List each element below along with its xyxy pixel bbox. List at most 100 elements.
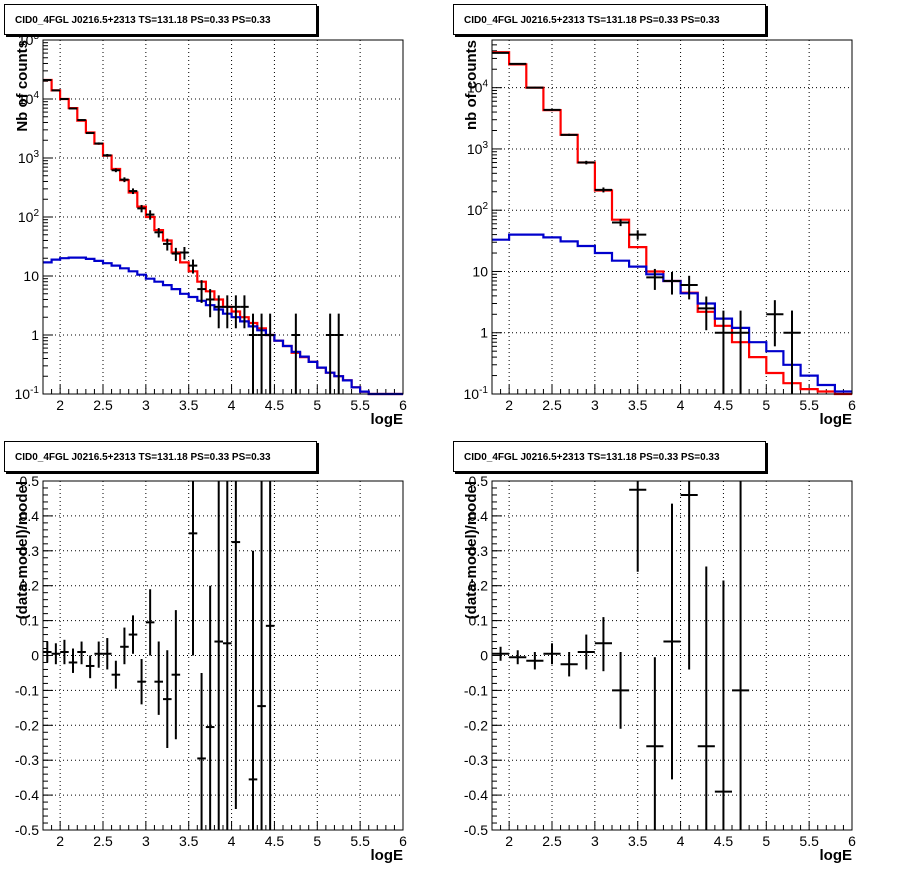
data-point [714,580,732,830]
data-point [43,78,52,81]
data-point [325,313,335,394]
data-point [291,313,301,394]
x-tick-label: 2.5 [542,833,562,849]
y-tick-label: 0 [480,648,488,664]
chart-title-top-right: CID0_4FGL J0216.5+2313 TS=131.18 PS=0.33… [453,4,766,35]
data-point [526,86,544,89]
data-point [188,259,198,274]
y-axis-label: (data-model)/model [14,481,31,619]
data-point [214,481,223,830]
data-point [43,641,52,663]
data-point [171,247,181,261]
y-tick-label: -0.4 [464,787,488,803]
data-point [612,652,630,729]
data-point [248,313,258,394]
data-point [543,643,561,665]
data-point [509,650,527,665]
y-tick-label: 1 [31,327,39,343]
x-tick-label: 4 [677,833,685,849]
data-point [334,313,343,394]
data-point [732,310,750,394]
data-point [214,295,223,329]
x-tick-label: 4.5 [714,397,734,413]
x-tick-label: 4 [677,397,685,413]
data-point [205,585,215,830]
y-axis-label: Nb of counts [14,40,31,132]
y-axis-label: (data-model)/model [463,481,480,619]
data-point [85,132,95,135]
data-point [766,300,784,347]
data-point [594,187,612,193]
x-tick-label: 6 [399,833,407,849]
data-point [154,641,163,715]
data-point [560,133,578,136]
y-tick-label: 102 [467,201,489,218]
data-point [188,481,198,656]
data-point [68,107,78,110]
data-point [145,210,155,220]
x-tick-label: 3.5 [179,397,199,413]
data-point [163,650,172,748]
x-axis-label: logE [820,411,853,428]
chart-title-top-left: CID0_4FGL J0216.5+2313 TS=131.18 PS=0.33… [4,4,317,35]
y-tick-label: -0.4 [15,787,39,803]
chart-title-bottom-left: CID0_4FGL J0216.5+2313 TS=131.18 PS=0.33… [4,441,317,472]
x-tick-label: 4.5 [714,833,734,849]
x-tick-label: 3.5 [628,397,648,413]
y-tick-label: -0.2 [464,717,488,733]
data-point [594,617,612,672]
y-tick-label: -0.1 [464,682,488,698]
data-point [612,219,630,227]
data-point [120,627,129,665]
data-point [197,280,206,303]
data-point [629,230,647,240]
x-tick-label: 6 [848,397,856,413]
data-point [60,639,69,665]
data-point [180,247,189,260]
y-tick-label: 102 [18,208,40,225]
data-point [103,638,112,670]
data-point [629,481,647,572]
x-tick-label: 3.5 [179,833,199,849]
data-point [128,188,138,195]
data-point [51,89,61,92]
x-tick-label: 4 [228,397,236,413]
data-point [223,295,232,329]
x-tick-label: 2 [56,833,64,849]
chart-title-bottom-right: CID0_4FGL J0216.5+2313 TS=131.18 PS=0.33… [453,441,766,472]
y-tick-label: 0.2 [469,578,489,594]
data-point [697,566,715,830]
data-point [77,641,86,665]
data-point [257,313,266,394]
data-point [128,615,138,654]
x-tick-label: 2 [505,397,513,413]
data-point [646,657,664,830]
data-point [680,481,698,670]
x-tick-label: 2.5 [93,397,113,413]
data-point [646,268,664,290]
data-point [492,51,510,54]
x-tick-label: 3 [591,397,599,413]
x-tick-label: 4 [228,833,236,849]
plot-frame [42,39,404,395]
data-point [77,119,86,122]
data-point [94,641,103,668]
x-tick-label: 5.5 [799,833,819,849]
x-tick-label: 5 [762,833,770,849]
data-point [509,62,527,65]
y-tick-label: 105 [18,31,40,48]
data-point [492,646,510,661]
data-point [163,238,172,251]
x-tick-label: 3.5 [628,833,648,849]
x-tick-label: 2.5 [542,397,562,413]
data-point [197,672,206,830]
plot-frame [491,39,853,395]
x-tick-label: 3 [142,833,150,849]
data-point [85,655,95,679]
data-point [94,142,103,145]
x-tick-label: 5.5 [350,397,370,413]
source-model-histogram [43,256,403,396]
y-tick-label: 0.1 [469,613,489,629]
x-tick-label: 2 [56,397,64,413]
y-tick-label: -0.5 [464,822,488,838]
